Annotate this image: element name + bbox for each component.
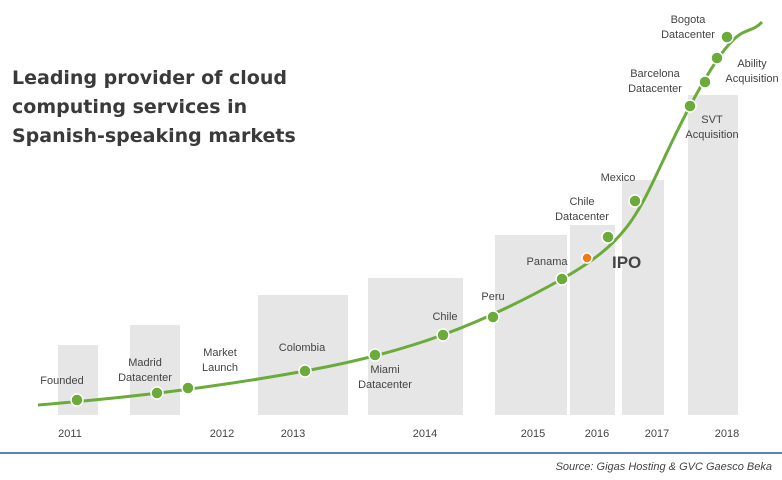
milestone-label: Madrid bbox=[128, 357, 162, 369]
milestone-label: Datacenter bbox=[358, 379, 412, 391]
milestone-dot bbox=[151, 387, 163, 399]
milestone-label: Datacenter bbox=[555, 211, 609, 223]
year-label: 2016 bbox=[585, 428, 609, 440]
milestone-dot bbox=[369, 349, 381, 361]
milestone-dot bbox=[629, 195, 641, 207]
milestone-dot bbox=[684, 100, 696, 112]
milestone-dot bbox=[721, 31, 733, 43]
title-line: computing services in bbox=[12, 96, 247, 118]
milestone-label: IPO bbox=[612, 253, 641, 272]
year-label: 2012 bbox=[210, 428, 234, 440]
year-label: 2018 bbox=[715, 428, 739, 440]
milestone-dot bbox=[71, 394, 83, 406]
years: 2011 2012 2013 2014 2015 2016 2017 2018 bbox=[58, 428, 739, 440]
milestone-label: Colombia bbox=[279, 342, 326, 354]
milestone-dot bbox=[556, 273, 568, 285]
milestone-label: Market bbox=[203, 347, 237, 359]
milestone-label: SVT bbox=[701, 114, 723, 126]
year-label: 2017 bbox=[645, 428, 669, 440]
source: Source: Gigas Hosting & GVC Gaesco Beka bbox=[556, 461, 772, 473]
milestone-dot bbox=[602, 231, 614, 243]
timeline-diagram: Leading provider of cloud computing servi… bbox=[0, 0, 782, 475]
year-label: 2015 bbox=[521, 428, 545, 440]
milestone-dot bbox=[582, 253, 592, 263]
title-line: Leading provider of cloud bbox=[12, 67, 287, 89]
title-line: Spanish-speaking markets bbox=[12, 125, 296, 147]
milestone-dot bbox=[299, 365, 311, 377]
milestone-dot bbox=[699, 76, 711, 88]
year-label: 2011 bbox=[58, 428, 82, 440]
milestone-dot bbox=[711, 52, 723, 64]
milestone-label: Datacenter bbox=[661, 29, 715, 41]
milestone-label: Barcelona bbox=[630, 68, 680, 80]
milestone-dot bbox=[182, 382, 194, 394]
milestone-label: Bogota bbox=[671, 14, 707, 26]
milestone-label: Peru bbox=[481, 291, 504, 303]
milestone-label: Ability bbox=[737, 58, 767, 70]
milestone-label: Chile bbox=[432, 311, 457, 323]
milestone-label: Launch bbox=[202, 362, 238, 374]
milestone-dot bbox=[487, 311, 499, 323]
milestone-label: Miami bbox=[370, 364, 399, 376]
year-label: 2013 bbox=[281, 428, 305, 440]
year-label: 2014 bbox=[413, 428, 437, 440]
milestone-label: Mexico bbox=[601, 172, 636, 184]
milestone-label: Founded bbox=[40, 375, 83, 387]
title: Leading provider of cloud computing servi… bbox=[12, 67, 296, 147]
milestone-label: Chile bbox=[569, 196, 594, 208]
milestone-label: Panama bbox=[527, 256, 569, 268]
milestone-label: Acquisition bbox=[725, 73, 778, 85]
milestone-label: Datacenter bbox=[118, 372, 172, 384]
milestone-label: Datacenter bbox=[628, 83, 682, 95]
milestone-dot bbox=[437, 329, 449, 341]
milestone-label: Acquisition bbox=[685, 129, 738, 141]
